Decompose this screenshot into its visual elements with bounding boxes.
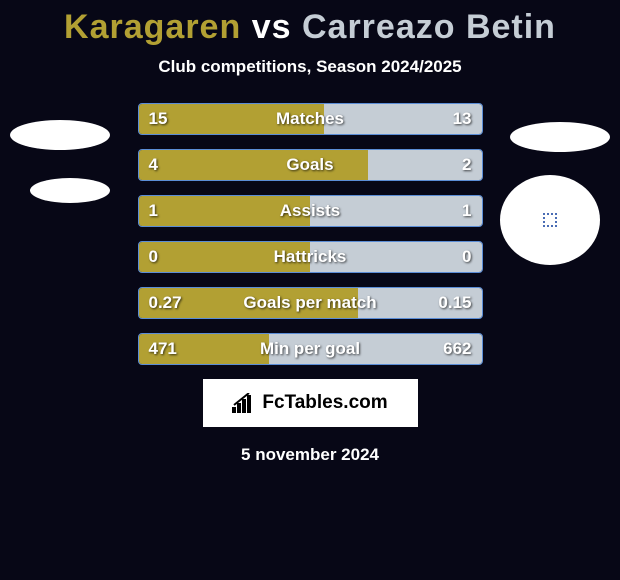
comparison-title: Karagaren vs Carreazo Betin <box>0 0 620 47</box>
bar-left-fill <box>139 150 369 180</box>
bar-label: Hattricks <box>274 247 347 267</box>
bar-value-left: 0.27 <box>149 293 182 313</box>
player2-name: Carreazo Betin <box>302 8 556 46</box>
player1-avatar-shape-2 <box>30 178 110 203</box>
player2-avatar-shape-2 <box>500 175 600 265</box>
chart-icon <box>232 393 256 413</box>
bar-label: Min per goal <box>260 339 360 359</box>
bar-label: Matches <box>276 109 344 129</box>
bar-value-left: 0 <box>149 247 158 267</box>
stat-bar: Matches 15 13 <box>138 103 483 135</box>
bar-label: Assists <box>280 201 340 221</box>
bar-value-left: 1 <box>149 201 158 221</box>
bar-label: Goals per match <box>243 293 376 313</box>
bar-value-right: 662 <box>443 339 471 359</box>
player2-avatar-shape-1 <box>510 122 610 152</box>
player1-name: Karagaren <box>64 8 241 46</box>
bar-value-right: 0.15 <box>438 293 471 313</box>
bar-value-right: 2 <box>462 155 471 175</box>
bar-value-right: 0 <box>462 247 471 267</box>
bar-label: Goals <box>286 155 333 175</box>
subtitle: Club competitions, Season 2024/2025 <box>0 57 620 77</box>
bar-value-left: 4 <box>149 155 158 175</box>
vs-text: vs <box>252 8 292 46</box>
bar-value-left: 15 <box>149 109 168 129</box>
stats-bars-container: Matches 15 13 Goals 4 2 Assists 1 1 Hattricks 0 0 Go… <box>138 103 483 365</box>
placeholder-icon <box>543 213 557 227</box>
footer-logo-text: FcTables.com <box>262 392 387 414</box>
bar-value-left: 471 <box>149 339 177 359</box>
bar-value-right: 13 <box>453 109 472 129</box>
stat-bar: Goals per match 0.27 0.15 <box>138 287 483 319</box>
stat-bar: Assists 1 1 <box>138 195 483 227</box>
player1-avatar-shape-1 <box>10 120 110 150</box>
footer-logo: FcTables.com <box>203 379 418 427</box>
stat-bar: Min per goal 471 662 <box>138 333 483 365</box>
stat-bar: Goals 4 2 <box>138 149 483 181</box>
bar-value-right: 1 <box>462 201 471 221</box>
stat-bar: Hattricks 0 0 <box>138 241 483 273</box>
footer-date: 5 november 2024 <box>0 445 620 465</box>
